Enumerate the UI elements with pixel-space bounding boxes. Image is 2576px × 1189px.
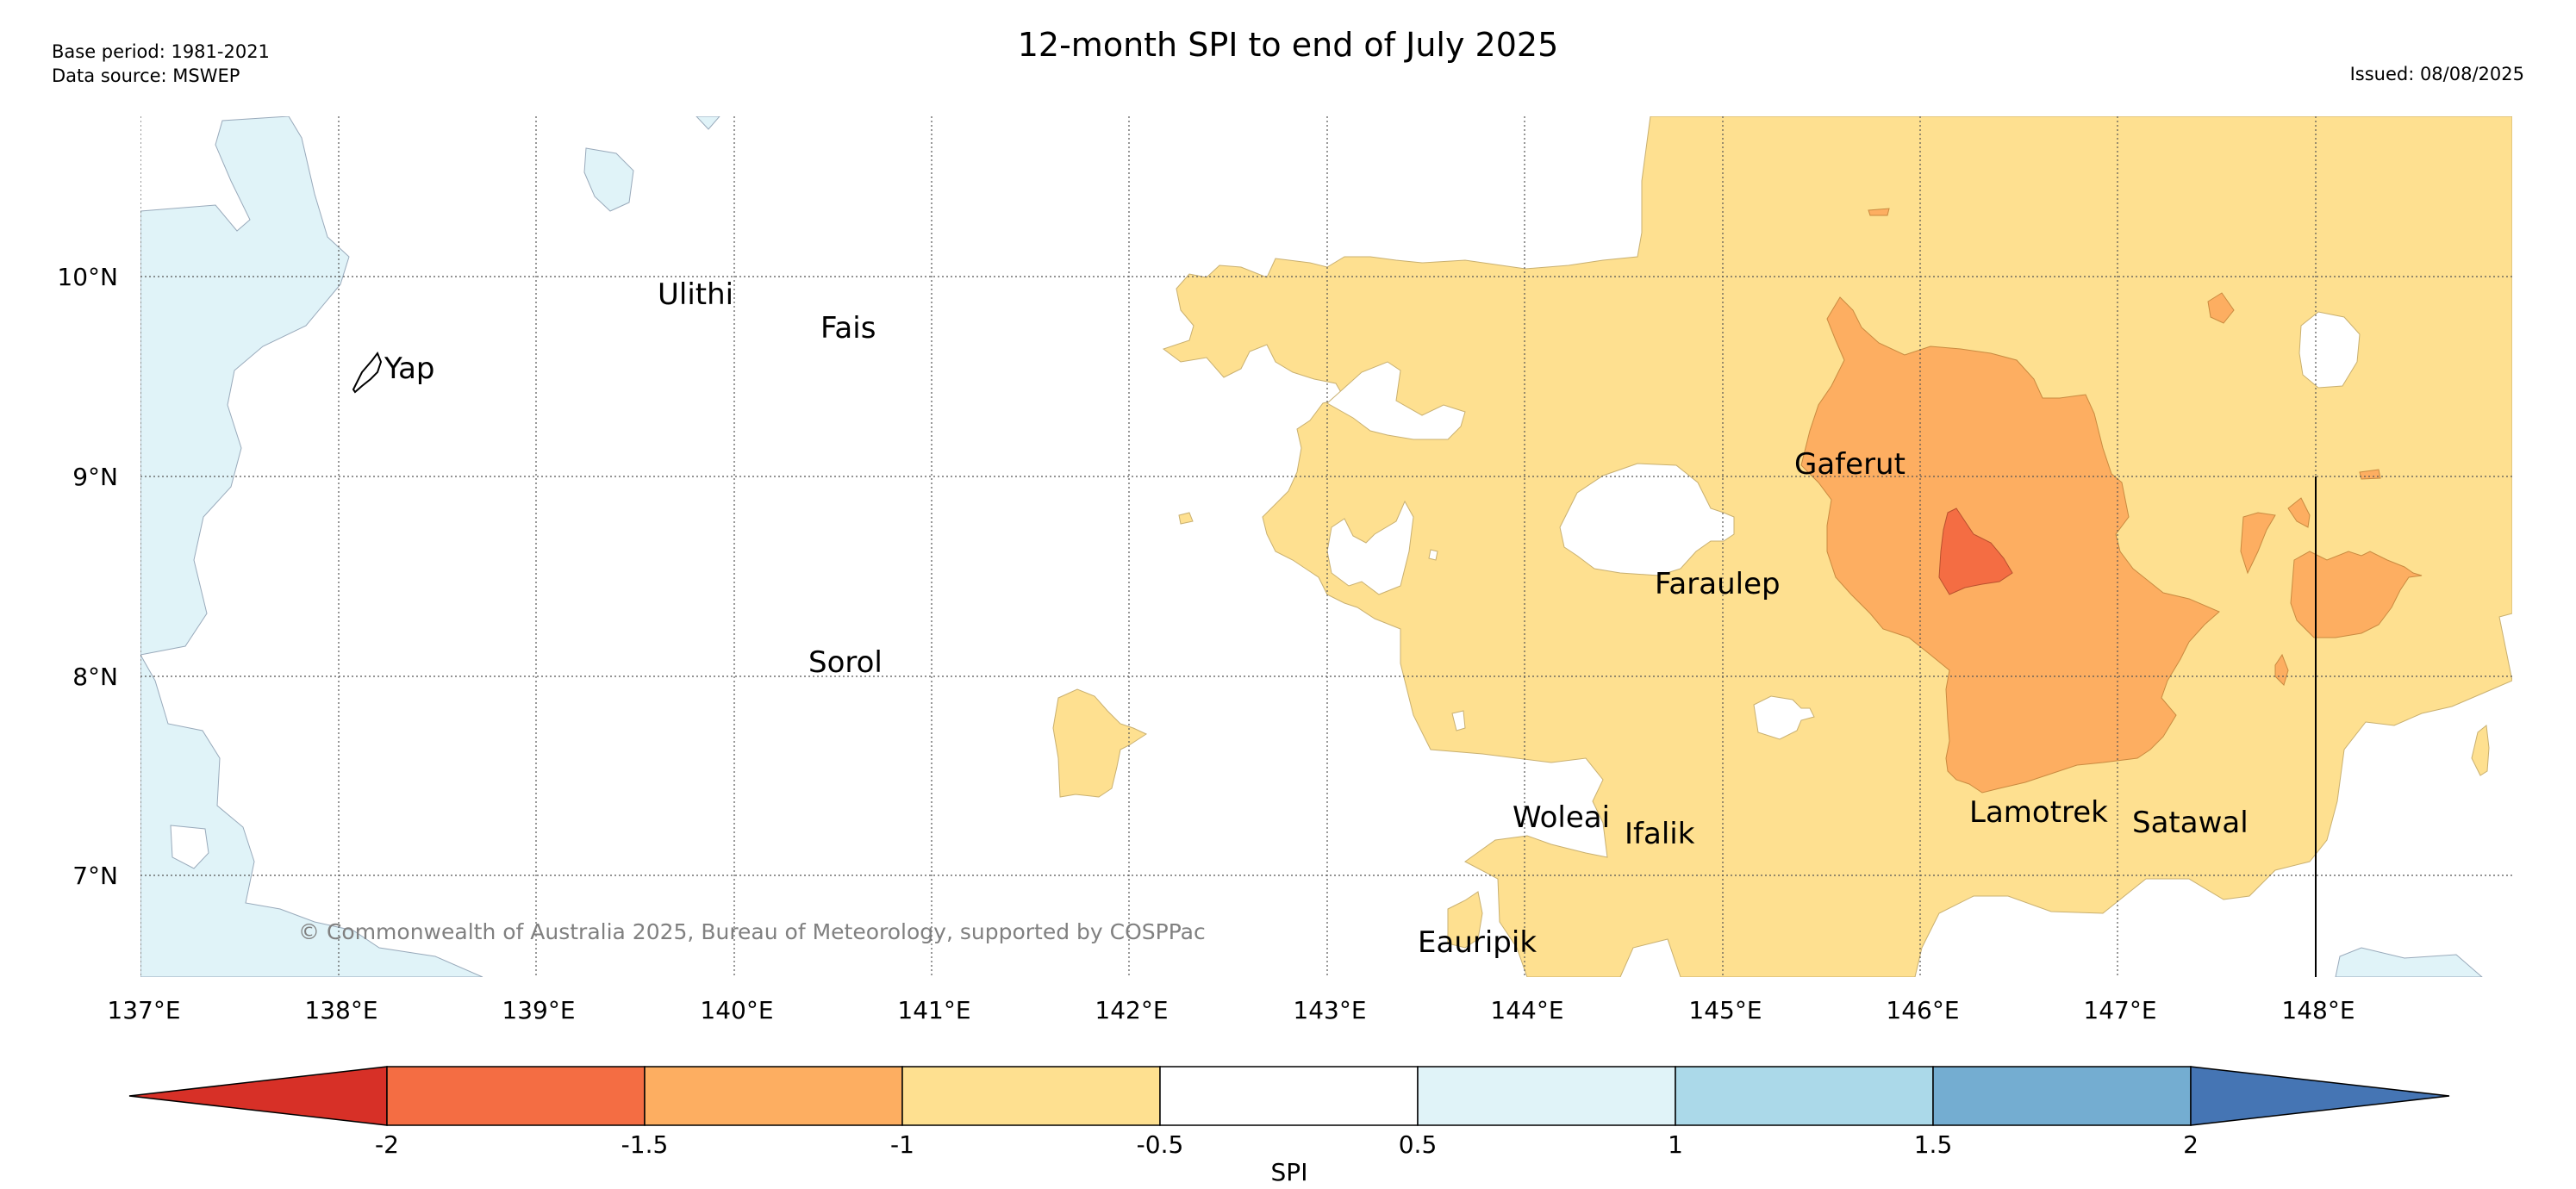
place-labels: Ulithi Fais Yap Sorol Gaferut Faraulep W… [384,277,2249,960]
place-faraulep: Faraulep [1655,567,1781,601]
place-fais: Fais [820,311,876,345]
place-satawal: Satawal [2132,806,2249,840]
lon-tick-137e: 137°E [107,996,180,1024]
colorbar-bin-3 [901,1066,1161,1126]
wet-patch-southeast [2335,947,2483,977]
colorbar-tick: 1.5 [1914,1130,1953,1159]
place-sorol: Sorol [808,645,883,680]
yap-island-icon [352,351,383,394]
place-ifalik: Ifalik [1625,817,1695,851]
issued-date: Issued: 08/08/2025 [2349,64,2524,84]
lon-tick-140e: 140°E [700,996,773,1024]
lat-tick-10n: 10°N [57,263,118,291]
colorbar-extend-high [2190,1066,2450,1126]
place-gaferut: Gaferut [1794,447,1905,482]
colorbar-bin-1 [386,1066,646,1126]
data-source-text: Data source: MSWEP [52,65,240,86]
place-ulithi: Ulithi [658,277,733,312]
colorbar-bin-6 [1675,1066,1934,1126]
colorbar-ticks: -2 -1.5 -1 -0.5 0.5 1 1.5 2 [375,1130,2199,1159]
colorbar-tick: -0.5 [1137,1130,1184,1159]
colorbar-tick: 1 [1668,1130,1683,1159]
colorbar-bin-5 [1417,1066,1676,1126]
lon-tick-144e: 144°E [1490,996,1563,1024]
colorbar-tick: 2 [2183,1130,2199,1159]
lon-tick-142e: 142°E [1095,996,1168,1024]
lat-tick-9n: 9°N [72,463,118,491]
lat-tick-labels: 7°N 8°N 9°N 10°N [57,263,118,890]
dry-patch-east-4 [2207,292,2235,324]
colorbar-tick: -1 [890,1130,914,1159]
colorbar-extend-low [128,1066,388,1126]
wet-region-west [140,116,350,656]
dry-region-severe [1800,296,2220,794]
lon-tick-145e: 145°E [1688,996,1762,1024]
copyright-text: © Commonwealth of Australia 2025, Bureau… [298,919,1206,944]
colorbar [128,1066,2450,1126]
dry-islet-small-1 [1178,512,1194,525]
normal-patch-7 [1428,549,1438,561]
normal-patch-5 [1753,695,1815,740]
colorbar-tick: 0.5 [1399,1130,1438,1159]
dry-patch-east-1 [2290,551,2423,638]
wet-patch-north-2 [695,116,720,130]
normal-patch-6 [1451,710,1466,731]
dry-patch-east-5 [2274,653,2289,686]
colorbar-bin-7 [1932,1066,2192,1126]
colorbar-label: SPI [1271,1158,1308,1186]
colorbar-bin-4 [1159,1066,1419,1126]
normal-patch-1 [1326,361,1466,440]
place-woleai: Woleai [1513,800,1610,835]
colorbar-bin-2 [644,1066,903,1126]
wet-patch-sw-3 [170,825,209,869]
lon-tick-labels: 137°E 138°E 139°E 140°E 141°E 142°E 143°… [107,996,2355,1024]
dry-islet-west [1052,688,1148,798]
wet-patch-north-1 [583,147,634,212]
wet-region-southwest [140,653,483,977]
page-title: 12-month SPI to end of July 2025 [1017,26,1559,64]
dry-region-extreme [1938,507,2013,595]
header-meta: Base period: 1981-2021 Data source: MSWE… [52,40,270,88]
dry-patch-east-2 [2240,512,2276,575]
dry-patch-east-3 [2287,497,2311,528]
lon-tick-148e: 148°E [2281,996,2355,1024]
lon-tick-143e: 143°E [1293,996,1366,1024]
gridlines [140,116,2512,977]
lat-tick-7n: 7°N [72,862,118,890]
lon-tick-138e: 138°E [304,996,377,1024]
colorbar-tick: -1.5 [621,1130,669,1159]
dry-islet-east [2471,725,2490,776]
place-lamotrek: Lamotrek [1969,795,2108,830]
place-eauripik: Eauripik [1418,925,1537,960]
colorbar-tick: -2 [375,1130,399,1159]
place-yap: Yap [384,352,435,386]
dry-islet-eauripik [1447,891,1483,949]
lon-tick-147e: 147°E [2083,996,2156,1024]
dry-patch-north [1868,208,1890,216]
normal-patch-2 [1326,500,1414,595]
lon-tick-146e: 146°E [1886,996,1959,1024]
lon-tick-139e: 139°E [502,996,575,1024]
normal-patch-4 [2298,311,2361,389]
base-period-text: Base period: 1981-2021 [52,41,270,62]
normal-patch-3 [1559,463,1735,576]
lon-tick-141e: 141°E [897,996,970,1024]
lat-tick-8n: 8°N [72,663,118,691]
